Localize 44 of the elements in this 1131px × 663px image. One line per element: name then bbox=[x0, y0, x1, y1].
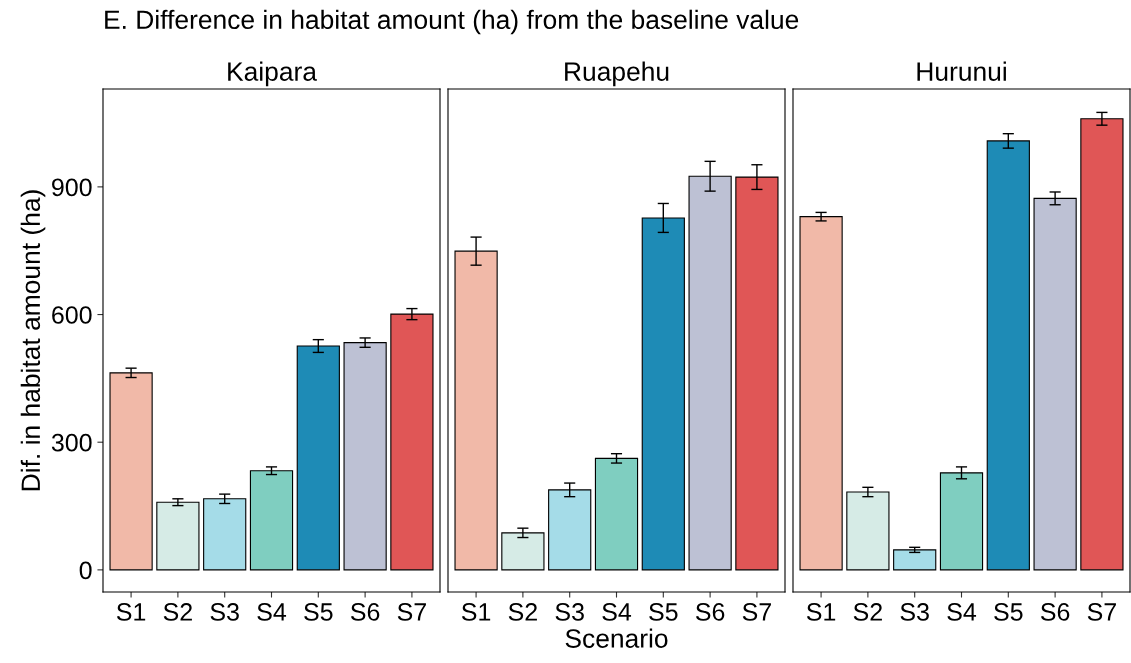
y-tick-label: 600 bbox=[52, 306, 92, 324]
x-tick-label: S1 bbox=[116, 603, 146, 621]
bar bbox=[249, 470, 294, 571]
x-tick-label: S3 bbox=[900, 603, 929, 621]
x-tick-label: S5 bbox=[994, 603, 1023, 621]
x-tick-label: S3 bbox=[210, 603, 239, 621]
chart-subtitle: Ruapehu bbox=[565, 61, 669, 87]
bar bbox=[594, 457, 639, 571]
x-tick-label: S4 bbox=[947, 603, 977, 621]
x-tick-label: S1 bbox=[461, 603, 491, 621]
x-tick-label: S7 bbox=[397, 603, 426, 621]
bar bbox=[799, 216, 843, 571]
chart-subtitle: Kaipara bbox=[228, 61, 317, 87]
x-tick-label: S4 bbox=[257, 603, 287, 621]
x-tick-label: S7 bbox=[742, 603, 771, 621]
x-tick-label: S2 bbox=[163, 603, 192, 621]
x-tick-label: S3 bbox=[555, 603, 584, 621]
chart-title: E. Difference in habitat amount (ha) from the baseline value bbox=[105, 9, 799, 35]
bar bbox=[893, 549, 937, 571]
y-axis-title: Dif. in habitat amount (ha) bbox=[20, 190, 46, 491]
chart-subtitle: Hurunui bbox=[917, 61, 1006, 81]
x-tick-label: S2 bbox=[508, 603, 537, 621]
bar bbox=[343, 342, 387, 571]
x-tick-label: S6 bbox=[1040, 603, 1070, 621]
bar bbox=[846, 491, 890, 571]
x-tick-label: S1 bbox=[806, 603, 836, 621]
bar bbox=[109, 372, 153, 571]
y-tick-label: 900 bbox=[52, 178, 92, 197]
x-tick-label: S6 bbox=[350, 603, 380, 621]
x-tick-label: S4 bbox=[602, 603, 632, 621]
bar bbox=[1033, 197, 1077, 571]
bar bbox=[501, 532, 545, 571]
bar bbox=[390, 313, 434, 571]
y-tick-label: 300 bbox=[51, 433, 92, 452]
bar bbox=[939, 472, 984, 571]
x-axis-title: Scenario bbox=[565, 628, 668, 648]
x-tick-label: S5 bbox=[304, 603, 333, 621]
y-tick-label: 0 bbox=[79, 561, 92, 580]
x-tick-label: S5 bbox=[649, 603, 678, 621]
x-tick-label: S6 bbox=[695, 603, 725, 621]
bar bbox=[156, 501, 200, 571]
x-tick-label: S2 bbox=[853, 603, 882, 621]
x-tick-label: S7 bbox=[1087, 603, 1116, 621]
bar bbox=[203, 498, 247, 571]
